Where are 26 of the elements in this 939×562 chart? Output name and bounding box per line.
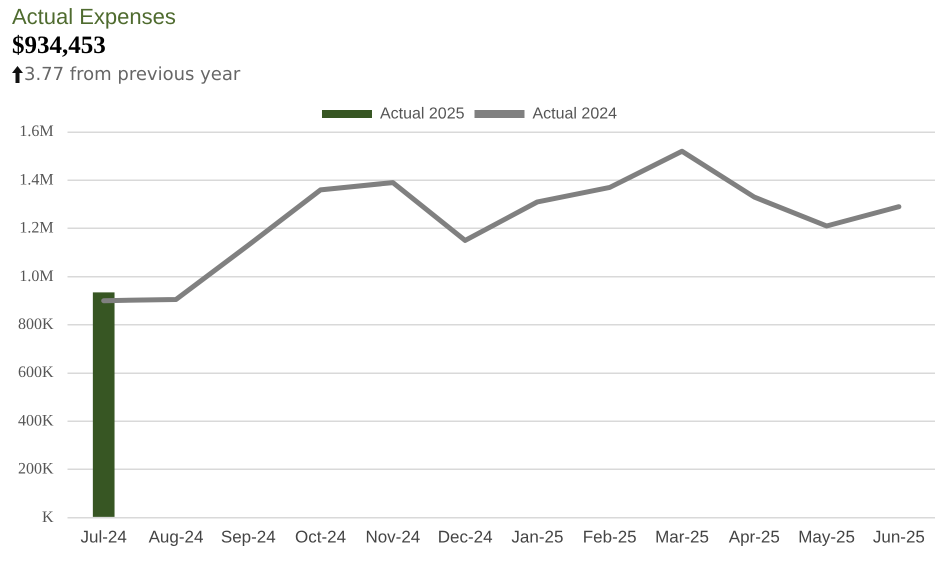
legend-label: Actual 2024 xyxy=(532,105,618,122)
x-tick-label: Jul-24 xyxy=(80,527,127,546)
x-tick-label: May-25 xyxy=(798,527,855,546)
y-tick-label: 600K xyxy=(18,364,54,382)
y-tick-label: 1.4M xyxy=(19,171,54,188)
y-tick-label: 1.0M xyxy=(19,268,54,285)
x-tick-label: Nov-24 xyxy=(365,527,420,546)
chart-title: Actual Expenses xyxy=(12,4,177,30)
x-tick-label: Aug-24 xyxy=(148,527,204,546)
y-tick-label: 400K xyxy=(18,412,54,430)
x-tick-label: Jan-25 xyxy=(511,527,564,546)
x-tick-label: Oct-24 xyxy=(295,527,346,546)
y-tick-label: 1.2M xyxy=(19,220,54,237)
x-tick-label: Dec-24 xyxy=(438,527,493,546)
y-tick-label: 200K xyxy=(18,460,54,478)
text: 3.77 from previous year xyxy=(24,64,240,85)
y-tick-label: K xyxy=(42,508,54,526)
x-tick-label: Jun-25 xyxy=(872,527,925,546)
legend-label: Actual 2025 xyxy=(380,105,465,122)
x-tick-label: Feb-25 xyxy=(582,527,637,546)
x-tick-label: Sep-24 xyxy=(220,527,276,546)
y-tick-label: 800K xyxy=(18,316,54,334)
chart-subtitle: $934,453 xyxy=(12,32,107,60)
y-tick-label: 1.6M xyxy=(19,123,54,140)
x-tick-label: Apr-25 xyxy=(728,527,780,546)
x-tick-label: Mar-25 xyxy=(655,527,709,546)
